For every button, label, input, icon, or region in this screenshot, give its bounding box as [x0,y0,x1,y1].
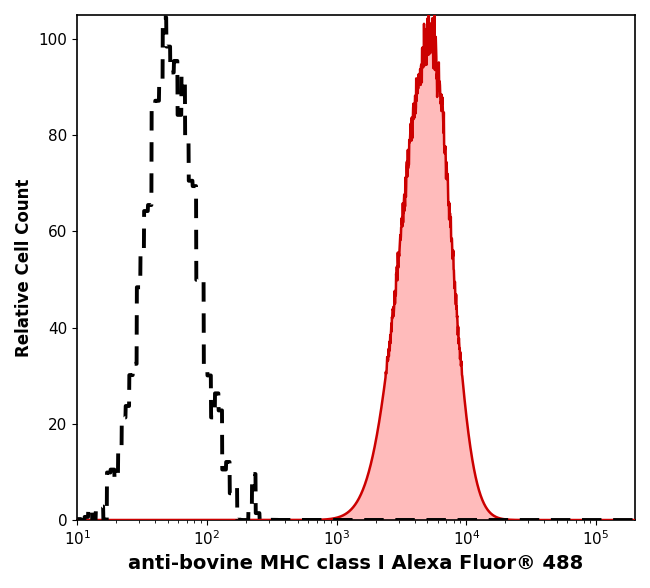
Y-axis label: Relative Cell Count: Relative Cell Count [15,178,33,357]
X-axis label: anti-bovine MHC class I Alexa Fluor® 488: anti-bovine MHC class I Alexa Fluor® 488 [129,554,584,573]
